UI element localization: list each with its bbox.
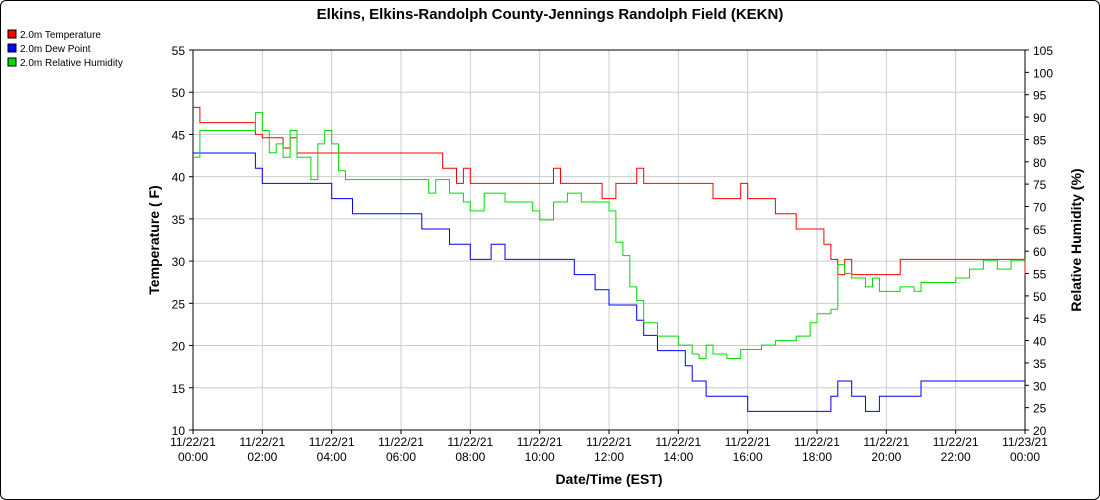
y-right-tick-label: 90 [1033,111,1047,125]
y-left-tick-label: 25 [172,297,186,311]
legend-label: 2.0m Relative Humidity [20,58,123,69]
y-right-tick-label: 65 [1033,223,1047,237]
y-right-tick-label: 45 [1033,312,1047,326]
y-right-tick-label: 55 [1033,268,1047,282]
y-right-tick-label: 35 [1033,357,1047,371]
y-right-tick-label: 70 [1033,200,1047,214]
y-left-tick-label: 15 [172,382,186,396]
y-left-tick-label: 55 [172,44,186,58]
x-tick-time-label: 06:00 [386,450,416,464]
y-right-tick-label: 20 [1033,424,1047,438]
grid-lines [192,49,1026,431]
y-left-tick-label: 40 [172,171,186,185]
x-tick-date-label: 11/22/21 [378,435,424,449]
x-tick-time-label: 22:00 [941,450,971,464]
y-right-tick-label: 105 [1033,44,1053,58]
x-tick-time-label: 14:00 [663,450,693,464]
x-tick-date-label: 11/22/21 [170,435,216,449]
legend-swatch [7,29,17,39]
x-tick-time-label: 08:00 [455,450,485,464]
y-right-tick-label: 95 [1033,89,1047,103]
x-tick-date-label: 11/22/21 [794,435,840,449]
y-left-tick-label: 35 [172,213,186,227]
chart-title: Elkins, Elkins-Randolph County-Jennings … [317,6,784,23]
y-right-tick-label: 50 [1033,290,1047,304]
y-left-tick-label: 10 [172,424,186,438]
legend-swatch [7,43,17,53]
x-tick-time-label: 02:00 [247,450,277,464]
x-tick-time-label: 20:00 [871,450,901,464]
y-right-tick-label: 85 [1033,133,1047,147]
x-tick-date-label: 11/23/21 [1002,435,1048,449]
x-tick-time-label: 12:00 [594,450,624,464]
y-axis-left-ticks: 10 15 20 25 30 35 40 45 50 55 [172,44,193,438]
y-left-tick-label: 50 [172,86,186,100]
y-right-tick-label: 80 [1033,156,1047,170]
y-right-tick-label: 100 [1033,66,1053,80]
legend-swatch [7,57,17,67]
x-tick-time-label: 10:00 [525,450,555,464]
x-tick-date-label: 11/22/21 [447,435,493,449]
y-left-tick-label: 20 [172,340,186,354]
y-right-tick-label: 25 [1033,402,1047,416]
x-tick-date-label: 11/22/21 [933,435,979,449]
x-tick-date-label: 11/22/21 [655,435,701,449]
x-axis-ticks: 11/22/2100:0011/22/2102:0011/22/2104:001… [170,430,1048,464]
series-layer [193,106,1026,412]
legend-label: 2.0m Dew Point [20,44,91,55]
x-tick-date-label: 11/22/21 [863,435,909,449]
x-tick-date-label: 11/22/21 [517,435,563,449]
legend-label: 2.0m Temperature [20,30,101,41]
x-axis-title: Date/Time (EST) [555,471,662,487]
y-right-tick-label: 40 [1033,335,1047,349]
y-left-tick-label: 45 [172,128,186,142]
y-axis-right-title: Relative Humidity (%) [1068,168,1084,311]
x-tick-date-label: 11/22/21 [239,435,285,449]
y-right-tick-label: 60 [1033,245,1047,259]
x-tick-time-label: 18:00 [802,450,832,464]
x-tick-date-label: 11/22/21 [586,435,632,449]
y-axis-left-title: Temperature ( F) [146,185,162,294]
y-left-tick-label: 30 [172,255,186,269]
legend: 2.0m Temperature 2.0m Dew Point 2.0m Relat… [7,29,123,69]
y-axis-right-ticks: 20 25 30 35 40 45 50 55 60 65 70 75 80 85 90 95 100 105 [1025,44,1053,438]
series-line-2-0m-dew-point [193,152,1025,412]
x-tick-time-label: 00:00 [178,450,208,464]
series-line-2-0m-relative-humidity [193,112,1025,359]
x-tick-date-label: 11/22/21 [725,435,771,449]
x-tick-time-label: 00:00 [1010,450,1040,464]
series-line-2-0m-temperature [193,106,1026,276]
x-tick-date-label: 11/22/21 [309,435,355,449]
x-tick-time-label: 16:00 [733,450,763,464]
x-tick-time-label: 04:00 [317,450,347,464]
y-right-tick-label: 75 [1033,178,1047,192]
y-right-tick-label: 30 [1033,379,1047,393]
